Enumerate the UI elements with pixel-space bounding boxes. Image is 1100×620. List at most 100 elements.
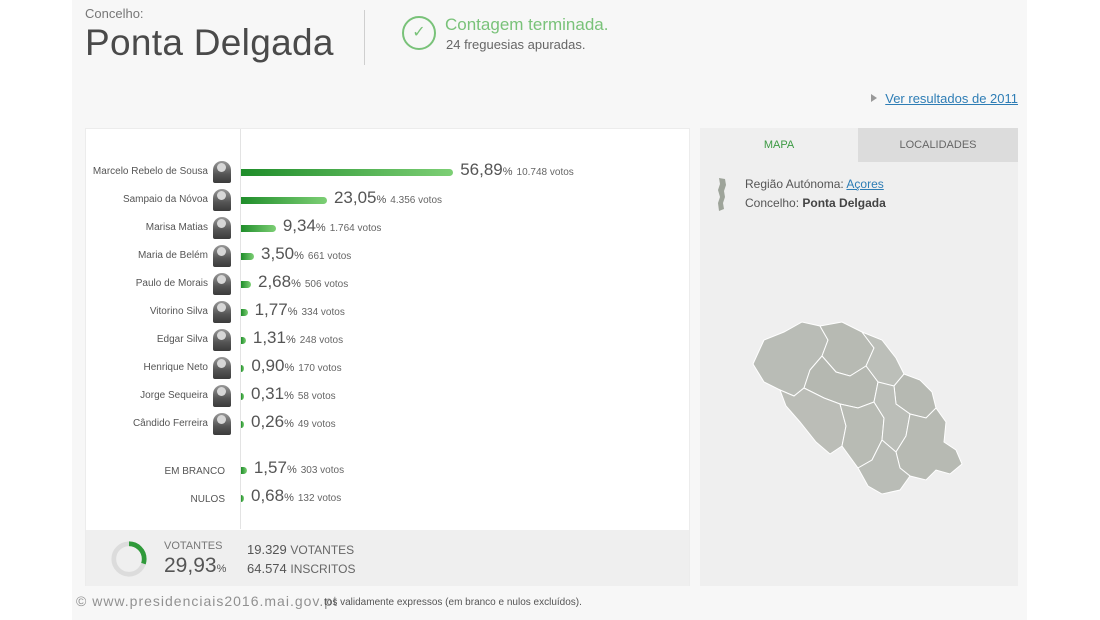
vote-percent: 0,31 — [251, 384, 285, 403]
vote-percent: 1,31 — [252, 328, 286, 347]
turnout-summary: VOTANTES 29,93% 19.329 VOTANTES 64.574 I… — [86, 530, 689, 586]
vote-count: 303 votos — [300, 465, 345, 476]
page-title: Ponta Delgada — [85, 22, 334, 63]
vote-bar — [241, 337, 246, 344]
map-region-southeast — [857, 439, 911, 495]
candidate-name: Marcelo Rebelo de Sousa — [92, 166, 208, 177]
candidate-photo — [213, 413, 231, 435]
vote-values: 1,31% 248 votos — [253, 328, 343, 348]
vote-values: 0,26% 49 votos — [251, 412, 336, 432]
tab-localidades[interactable]: LOCALIDADES — [858, 128, 1018, 162]
vote-count: 506 votos — [304, 279, 349, 290]
percent-sign: % — [287, 306, 298, 318]
percent-sign: % — [502, 166, 513, 178]
vote-values: 56,89% 10.748 votos — [460, 160, 574, 180]
registered-count: 64.574 INSCRITOS — [247, 561, 356, 576]
vote-values: 0,68% 132 votos — [251, 486, 341, 506]
percent-sign: % — [284, 492, 294, 504]
vote-count: 132 votos — [297, 493, 342, 504]
results-panel: Marcelo Rebelo de Sousa 56,89% 10.748 voto… — [85, 128, 690, 586]
bar-axis — [240, 129, 241, 529]
vote-percent: 1,57 — [253, 458, 287, 477]
vote-bar — [241, 281, 251, 288]
vote-percent: 2,68 — [257, 272, 292, 291]
candidate-row: Paulo de Morais 2,68% 506 votos — [86, 272, 691, 298]
vote-percent: 0,26 — [251, 412, 285, 431]
vote-count: 4.356 votos — [390, 195, 443, 206]
vote-count: 661 votos — [307, 251, 352, 262]
vote-bar — [241, 467, 247, 474]
vote-count: 1.764 votos — [329, 223, 382, 234]
percent-sign: % — [291, 278, 301, 290]
candidate-name: Vitorino Silva — [149, 306, 208, 317]
candidate-photo — [213, 273, 231, 295]
candidate-photo — [213, 189, 231, 211]
candidate-row: Henrique Neto 0,90% 170 votos — [86, 356, 691, 382]
vote-percent: 1,77 — [254, 300, 288, 319]
candidate-name: Cândido Ferreira — [132, 418, 208, 429]
candidate-name: Paulo de Morais — [135, 278, 208, 289]
concelho-label: Concelho: — [85, 6, 144, 21]
turnout-ring-icon — [111, 541, 147, 577]
count-status-title: Contagem terminada. — [445, 15, 609, 34]
voters-count: 19.329 VOTANTES — [247, 542, 355, 557]
other-votes-row: EM BRANCO 1,57% 303 votos — [86, 458, 691, 484]
footnote: tos validamente expressos (em branco e n… — [324, 597, 582, 608]
turnout-label: VOTANTES — [164, 540, 223, 552]
candidate-name: Jorge Sequeira — [140, 390, 208, 401]
percent-sign: % — [315, 222, 326, 234]
vote-bar — [241, 365, 245, 372]
percent-sign: % — [286, 464, 297, 476]
check-circle-icon: ✓ — [402, 16, 436, 50]
region-info: Região Autónoma: Açores — [745, 177, 884, 191]
vote-values: 9,34% 1.764 votos — [283, 216, 382, 236]
vote-percent: 9,34 — [282, 216, 316, 235]
candidate-row: Vitorino Silva 1,77% 334 votos — [86, 300, 691, 326]
vote-bar — [241, 253, 255, 260]
candidate-row: Marisa Matias 9,34% 1.764 votos — [86, 216, 691, 242]
vote-count: 49 votos — [297, 419, 336, 430]
percent-sign: % — [294, 250, 304, 262]
vote-bar — [241, 421, 244, 428]
percent-sign: % — [376, 194, 387, 206]
vote-values: 2,68% 506 votos — [258, 272, 348, 292]
vote-count: 334 votos — [301, 307, 345, 318]
other-votes-row: NULOS 0,68% 132 votos — [86, 486, 691, 512]
watermark: © www.presidenciais2016.mai.gov.pt — [76, 593, 338, 609]
candidate-photo — [213, 301, 231, 323]
turnout-value: 29,93% — [164, 554, 227, 577]
municipality-map[interactable] — [750, 318, 970, 498]
percent-sign: % — [284, 362, 295, 374]
candidate-row: Maria de Belém 3,50% 661 votos — [86, 244, 691, 270]
vote-percent: 56,89 — [460, 160, 503, 179]
vote-values: 0,90% 170 votos — [251, 356, 341, 376]
vote-values: 1,57% 303 votos — [254, 458, 344, 478]
vote-values: 3,50% 661 votos — [261, 244, 351, 264]
region-link[interactable]: Açores — [846, 177, 884, 191]
percent-sign: % — [284, 390, 294, 402]
vote-bar — [241, 197, 327, 204]
vote-percent: 0,90 — [251, 356, 285, 375]
candidate-name: Marisa Matias — [145, 222, 208, 233]
candidate-photo — [213, 217, 231, 239]
candidate-name: Sampaio da Nóvoa — [122, 194, 208, 205]
vote-count: 248 votos — [299, 335, 344, 346]
candidate-photo — [213, 357, 231, 379]
map-panel: MAPA LOCALIDADES Região Autónoma: Açores… — [700, 128, 1018, 586]
previous-results-link[interactable]: Ver resultados de 2011 — [885, 91, 1018, 106]
vote-percent: 3,50 — [261, 244, 295, 263]
other-votes-label: NULOS — [190, 494, 225, 505]
candidate-photo — [213, 329, 231, 351]
vote-bar — [241, 393, 244, 400]
candidate-row: Edgar Silva 1,31% 248 votos — [86, 328, 691, 354]
vote-values: 0,31% 58 votos — [251, 384, 336, 404]
candidate-photo — [213, 161, 231, 183]
vote-count: 10.748 votos — [516, 167, 574, 178]
candidate-photo — [213, 245, 231, 267]
percent-sign: % — [285, 334, 296, 346]
vote-count: 170 votos — [298, 363, 342, 374]
candidate-row: Jorge Sequeira 0,31% 58 votos — [86, 384, 691, 410]
portugal-map-icon — [718, 178, 726, 211]
tab-map[interactable]: MAPA — [700, 128, 858, 162]
candidate-name: Maria de Belém — [137, 250, 208, 261]
